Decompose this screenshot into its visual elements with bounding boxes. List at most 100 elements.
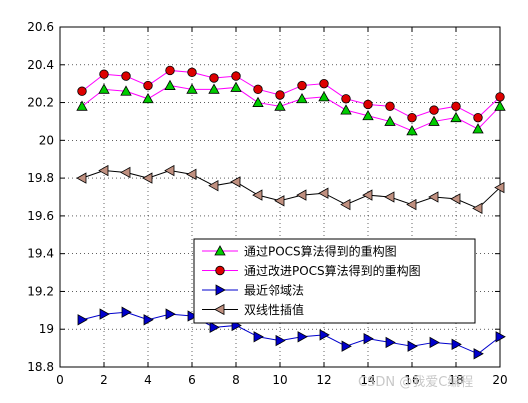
legend-marker xyxy=(214,245,226,256)
legend-marker xyxy=(214,303,225,316)
legend-item-1: 通过POCS算法得到的重构图 xyxy=(202,244,397,259)
data-point xyxy=(120,85,132,96)
data-point xyxy=(275,90,285,100)
data-point xyxy=(450,193,461,205)
watermark: CSDN @我爱C编程 xyxy=(358,375,474,390)
data-point xyxy=(319,329,330,341)
legend-label: 双线性插值 xyxy=(244,302,304,317)
data-point xyxy=(473,348,484,360)
data-point xyxy=(99,308,110,320)
data-point xyxy=(275,334,286,347)
x-tick-label: 18 xyxy=(448,373,463,387)
data-point xyxy=(472,202,483,215)
x-tick-label: 10 xyxy=(272,373,287,387)
data-point xyxy=(495,92,505,102)
data-point xyxy=(121,306,132,318)
data-point xyxy=(363,99,373,110)
data-point xyxy=(252,189,263,201)
data-point xyxy=(165,308,176,320)
data-point xyxy=(164,79,176,90)
y-tick-label: 20 xyxy=(39,133,54,147)
y-tick-label: 18.8 xyxy=(27,360,54,374)
data-point xyxy=(209,321,220,334)
data-point xyxy=(77,314,88,326)
data-point xyxy=(362,109,374,121)
x-tick-label: 6 xyxy=(188,373,196,387)
legend-item-4: 双线性插值 xyxy=(202,302,304,317)
x-tick-label: 16 xyxy=(404,373,419,387)
data-point xyxy=(429,336,440,349)
x-tick-label: 2 xyxy=(100,373,108,387)
data-point xyxy=(385,101,395,112)
data-point xyxy=(230,81,242,92)
data-point xyxy=(363,332,374,345)
data-point xyxy=(297,331,308,343)
data-point xyxy=(143,314,154,326)
series-1 xyxy=(76,79,506,136)
legend-marker xyxy=(215,265,225,276)
data-point xyxy=(319,78,329,89)
data-point xyxy=(253,84,263,95)
data-point xyxy=(406,198,417,211)
data-point xyxy=(296,189,307,201)
series-3 xyxy=(77,306,506,360)
y-tick-label: 19.2 xyxy=(27,284,54,298)
x-tick-label: 20 xyxy=(492,373,507,387)
data-point xyxy=(231,71,241,81)
data-point xyxy=(253,331,264,343)
y-tick-label: 19.4 xyxy=(27,247,54,261)
data-point xyxy=(340,104,352,115)
data-point xyxy=(187,310,198,322)
data-point xyxy=(76,172,87,184)
y-tick-label: 19.6 xyxy=(27,209,54,223)
data-point xyxy=(362,189,373,201)
data-point xyxy=(98,83,110,94)
data-point xyxy=(296,92,308,104)
legend-item-2: 通过改进POCS算法得到的重构图 xyxy=(202,263,421,278)
data-point xyxy=(209,73,219,83)
data-point xyxy=(428,115,440,126)
x-tick-label: 4 xyxy=(144,373,152,387)
series-group xyxy=(76,65,506,360)
data-point xyxy=(143,80,153,91)
data-point xyxy=(186,83,198,94)
data-point xyxy=(407,112,417,123)
legend-label: 通过改进POCS算法得到的重构图 xyxy=(244,263,421,278)
legend-label: 通过POCS算法得到的重构图 xyxy=(244,244,397,259)
data-point xyxy=(451,338,462,351)
data-point xyxy=(494,100,506,111)
data-point xyxy=(274,100,286,111)
legend-box xyxy=(193,238,476,324)
y-tick-label: 19.8 xyxy=(27,171,54,185)
data-point xyxy=(165,65,175,76)
legend-item-3: 最近邻域法 xyxy=(202,284,304,298)
y-tick-label: 20.4 xyxy=(27,58,54,72)
data-point xyxy=(76,100,88,111)
data-point xyxy=(208,83,220,94)
legend-marker xyxy=(215,284,226,296)
data-point xyxy=(252,96,264,107)
data-point xyxy=(142,92,154,104)
data-point xyxy=(164,164,175,177)
data-point xyxy=(472,123,484,134)
data-point xyxy=(384,115,396,126)
data-point xyxy=(187,67,197,78)
data-point xyxy=(407,340,418,352)
y-tick-label: 20.6 xyxy=(27,20,54,34)
data-point xyxy=(121,71,131,81)
data-point xyxy=(473,112,483,123)
x-tick-label: 0 xyxy=(56,373,64,387)
data-point xyxy=(341,94,351,104)
y-tick-label: 19 xyxy=(39,322,54,336)
x-tick-label: 8 xyxy=(232,373,240,387)
x-tick-label: 12 xyxy=(316,373,331,387)
data-point xyxy=(318,91,330,102)
axes: 0 2 4 6 8 10 12 14 16 18 20 18.8 19 19.2 19.4 19.6 19.8 2… xyxy=(27,20,507,387)
data-point xyxy=(428,191,439,203)
series-4 xyxy=(76,164,505,215)
data-point xyxy=(429,105,439,115)
data-point xyxy=(208,179,219,192)
data-point xyxy=(99,69,109,79)
